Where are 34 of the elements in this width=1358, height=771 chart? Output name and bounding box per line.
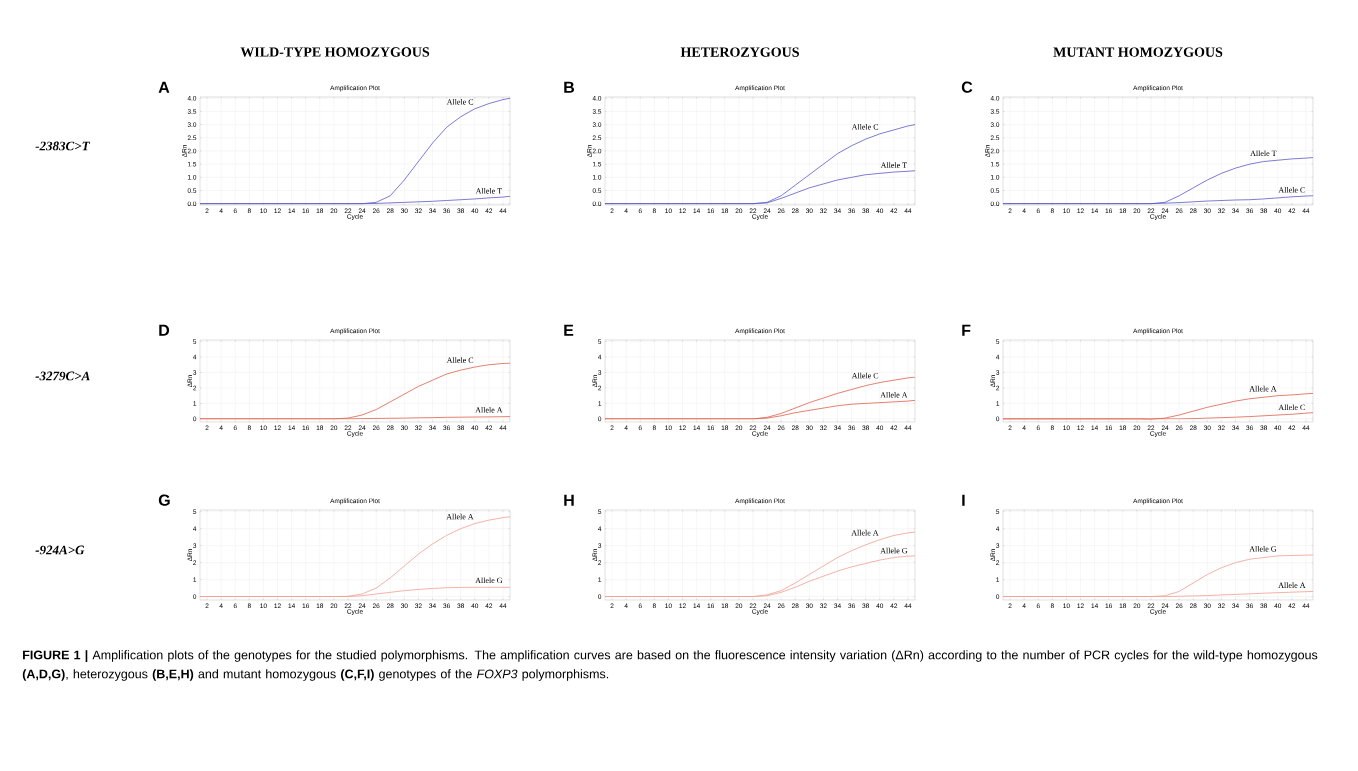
text: A — [158, 81, 170, 93]
series-label: Allele G — [475, 577, 503, 584]
text: D — [159, 324, 170, 336]
text: I — [962, 494, 965, 506]
series-label: Allele A — [475, 407, 503, 413]
series-label: Allele C — [446, 357, 474, 363]
series-label: Allele G — [880, 547, 908, 554]
text: FIGURE 1 | Amplification plots of the genotypes for the studied polymorphisms. The amplification curves are based on the fluorescence intensity variation (ΔRn) according to the number of PCR cycles for the wild-type homozygous (A,D,G), heterozygous (B,E,H) and mutant homozygous (C,F,I) genotypes of the FOXP3 polymorphisms. — [22, 650, 1318, 681]
series-label: Allele C — [1278, 404, 1305, 411]
series-label: Allele C — [851, 372, 879, 379]
text: C — [961, 81, 973, 93]
series-label: Allele A — [1249, 385, 1277, 392]
text: -2383C>T — [35, 141, 90, 151]
text: -3279C>A — [35, 371, 90, 381]
series-label: Allele A — [880, 392, 908, 398]
text: MUTANT HOMOZYGOUS — [1053, 47, 1223, 57]
series-label: Allele A — [851, 529, 879, 536]
series-label: Allele C — [851, 124, 879, 130]
text: WILD-TYPE HOMOZYGOUS — [240, 47, 430, 57]
series-label: Allele C — [446, 99, 474, 105]
text: HETEROZYGOUS — [680, 47, 799, 57]
text: B — [564, 81, 575, 93]
series-label: Allele T — [1250, 150, 1277, 157]
text: -924A>G — [35, 545, 85, 555]
text: H — [564, 494, 574, 506]
series-label: Allele T — [475, 188, 502, 194]
series-label: Allele G — [1249, 546, 1277, 552]
series-label: Allele A — [446, 513, 474, 520]
text: F — [962, 324, 971, 336]
series-label: Allele T — [880, 162, 907, 168]
series-label: Allele C — [1278, 186, 1305, 193]
text: E — [564, 324, 574, 336]
series-label: Allele A — [1278, 582, 1306, 588]
text: G — [158, 494, 170, 506]
